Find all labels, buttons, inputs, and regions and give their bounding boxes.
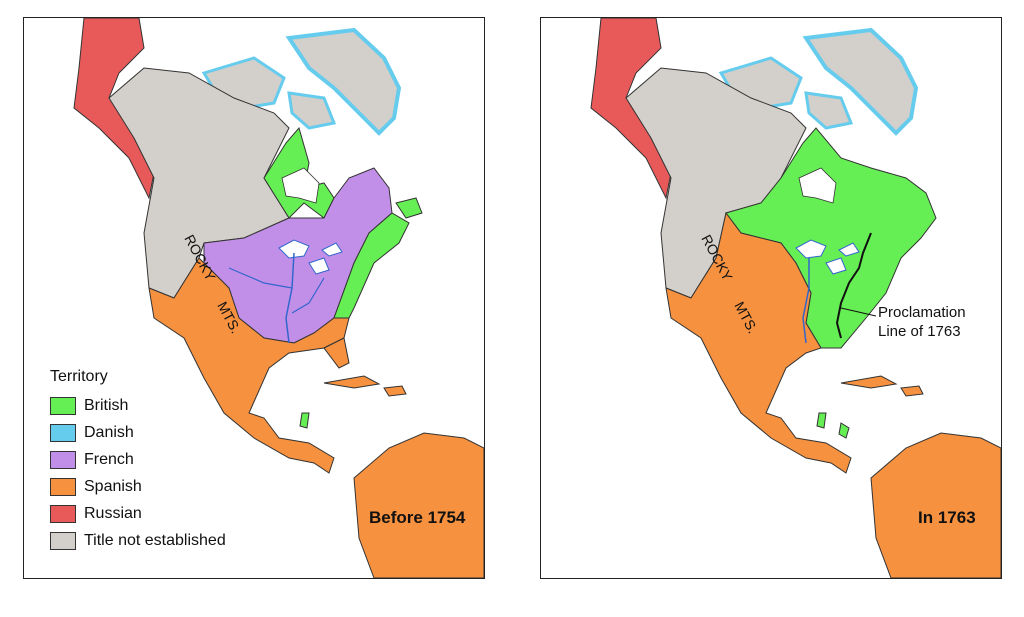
proclamation-label: Proclamation Line of 1763 (878, 303, 966, 341)
legend-item-spanish: Spanish (50, 473, 226, 500)
south-america (353, 432, 484, 578)
hudson-bay (281, 167, 320, 204)
proclamation-pointer (840, 307, 877, 317)
greenland-region (802, 27, 919, 136)
hudson-bay (798, 167, 837, 204)
legend-item-russian: Russian (50, 500, 226, 527)
legend-label-spanish: Spanish (84, 477, 142, 495)
proclamation-label-line1: Proclamation (878, 304, 966, 321)
caribbean-islands (323, 375, 381, 389)
legend-label-untitled: Title not established (84, 531, 226, 549)
south-america (870, 432, 1001, 578)
map-in-1763-graphic: ROCKY MTS. (590, 18, 1001, 578)
caribbean-islands (840, 375, 898, 389)
mississippi-river (285, 252, 295, 344)
spanish-territory (148, 257, 350, 474)
spanish-swatch (50, 477, 76, 496)
untitled-swatch (50, 531, 76, 550)
territory-legend: Territory British Danish French Spanish … (50, 368, 226, 554)
map-in-1763: ROCKY MTS. Proclamation Line of 1763 In … (540, 17, 1002, 579)
map-before-1754: ROCKY MTS. Territory British Danish Fren… (23, 17, 485, 579)
legend-label-danish: Danish (84, 423, 134, 441)
map-before-1754-graphic: ROCKY MTS. (73, 18, 484, 578)
legend-item-british: British (50, 392, 226, 419)
legend-item-danish: Danish (50, 419, 226, 446)
great-lakes (795, 239, 860, 275)
mississippi-river (802, 258, 810, 344)
legend-item-untitled: Title not established (50, 527, 226, 554)
legend-label-french: French (84, 450, 134, 468)
spanish-territory (665, 211, 852, 474)
legend-item-french: French (50, 446, 226, 473)
great-lakes (278, 239, 343, 275)
legend-title: Territory (50, 368, 108, 385)
proclamation-label-line2: Line of 1763 (878, 323, 961, 340)
era-label-in-1763: In 1763 (918, 508, 976, 527)
legend-label-russian: Russian (84, 504, 142, 522)
legend-label-british: British (84, 396, 129, 414)
spanish-florida (323, 337, 350, 369)
danish-swatch (50, 423, 76, 442)
proclamation-line (835, 232, 872, 339)
russian-swatch (50, 504, 76, 523)
era-label-before-1754: Before 1754 (369, 508, 466, 527)
greenland-region (285, 27, 402, 136)
british-swatch (50, 396, 76, 415)
french-swatch (50, 450, 76, 469)
british-east-coast (333, 212, 410, 319)
